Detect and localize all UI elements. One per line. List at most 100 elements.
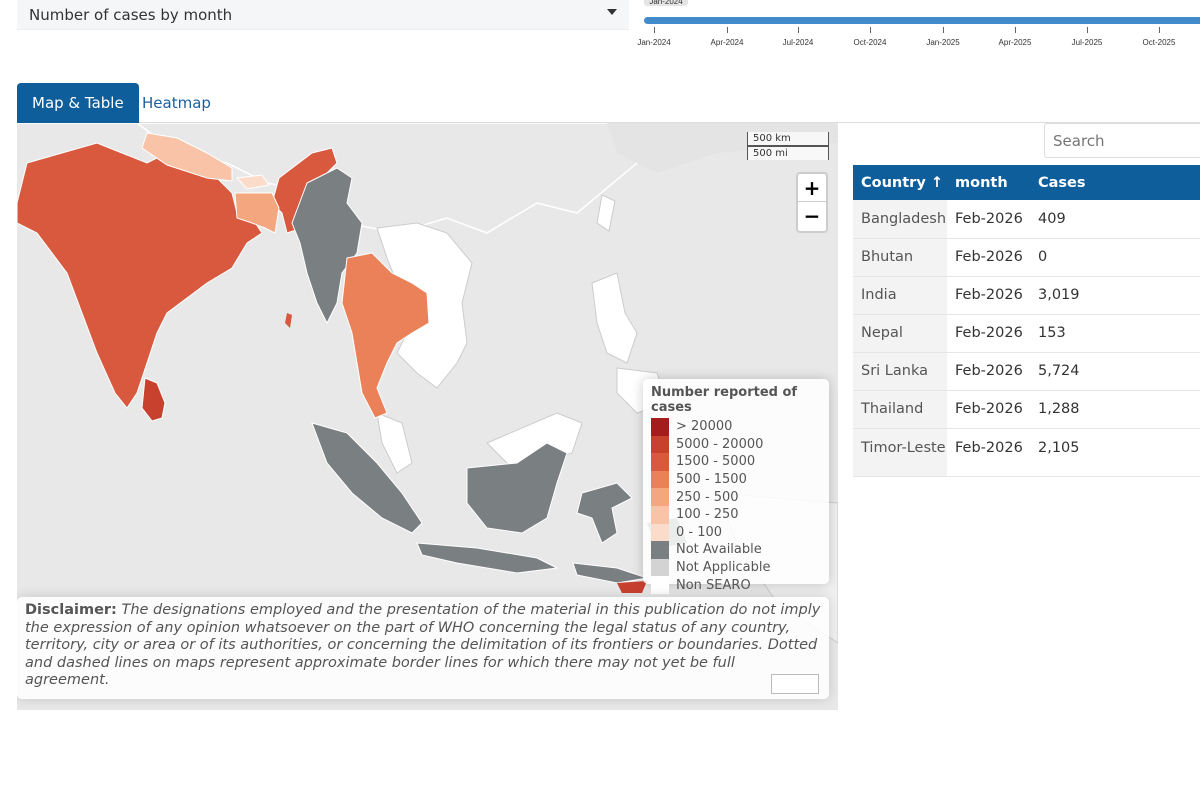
slider-tick	[727, 27, 728, 33]
legend-item: 500 - 1500	[651, 470, 821, 489]
map-panel[interactable]: 500 km 500 mi + − Number reported of cas…	[17, 123, 838, 710]
map-bangladesh[interactable]	[234, 192, 280, 234]
slider-tick	[1087, 27, 1088, 33]
cell-country: Bangladesh	[853, 200, 947, 239]
disclaimer-text: The designations employed and the presen…	[25, 602, 821, 688]
cell-month: Feb-2026	[947, 200, 1030, 239]
cell-month: Feb-2026	[947, 238, 1030, 277]
slider-tick	[943, 27, 944, 33]
cases-table: Country ↑ month Cases Bangladesh Feb-2026…	[853, 165, 1200, 477]
map-andaman	[285, 313, 292, 328]
legend-title: Number reported of cases	[651, 385, 798, 415]
slider-track[interactable]	[644, 17, 1200, 24]
scale-km: 500 km	[747, 132, 829, 146]
map-kalimantan[interactable]	[466, 442, 568, 534]
map-legend: Number reported of cases > 20000 5000 - 2…	[643, 379, 829, 594]
map-sri-lanka[interactable]	[141, 377, 166, 422]
table-row[interactable]: Bangladesh Feb-2026 409	[853, 200, 1200, 239]
cell-cases: 1,288	[1030, 390, 1200, 429]
legend-swatch	[651, 576, 669, 594]
map-india[interactable]	[17, 142, 263, 409]
legend-label: 250 - 500	[676, 489, 739, 505]
table-row[interactable]: Bhutan Feb-2026 0	[853, 238, 1200, 277]
slider-tick-label: Jan-2025	[926, 38, 960, 47]
cell-cases: 153	[1030, 314, 1200, 353]
slider-tick-label: Jul-2024	[782, 38, 814, 47]
zoom-out-button[interactable]: −	[803, 204, 821, 228]
table-search-input[interactable]	[1044, 123, 1200, 158]
map-bhutan[interactable]	[235, 174, 270, 190]
map-canvas[interactable]	[17, 123, 838, 710]
tab-heatmap[interactable]: Heatmap	[142, 94, 211, 112]
tab-map-table[interactable]: Map & Table	[17, 83, 139, 123]
cell-country: Sri Lanka	[853, 352, 947, 391]
map-sumatra[interactable]	[311, 422, 423, 534]
map-lesser-sunda[interactable]	[572, 562, 648, 584]
legend-item: > 20000	[651, 418, 821, 436]
slider-tick	[654, 27, 655, 33]
slider-tick-label: Apr-2024	[710, 38, 744, 47]
table-row[interactable]: Thailand Feb-2026 1,288	[853, 390, 1200, 429]
table-row[interactable]: India Feb-2026 3,019	[853, 276, 1200, 315]
map-sulawesi[interactable]	[576, 482, 633, 544]
cell-month: Feb-2026	[947, 276, 1030, 315]
map-taiwan	[596, 194, 616, 232]
slider-tick	[798, 27, 799, 33]
zoom-control: + −	[796, 172, 828, 233]
cell-cases: 0	[1030, 238, 1200, 277]
column-header-month[interactable]: month	[955, 174, 1008, 191]
legend-item: Non SEARO	[651, 576, 821, 594]
cell-country: Thailand	[853, 390, 947, 429]
disclaimer-label: Disclaimer:	[25, 602, 117, 618]
legend-item: 100 - 250	[651, 505, 821, 524]
map-malaysia-peninsula	[376, 412, 413, 474]
map-thailand[interactable]	[341, 252, 430, 419]
legend-label: 0 - 100	[676, 524, 723, 540]
map-myanmar[interactable]	[291, 167, 363, 325]
slider-handle-label[interactable]: Jan-2024	[644, 0, 688, 6]
map-timor-leste[interactable]	[617, 581, 647, 593]
legend-item: 5000 - 20000	[651, 435, 821, 454]
map-nepal[interactable]	[141, 132, 233, 182]
legend-swatch	[651, 470, 669, 489]
indicator-select[interactable]: Number of cases by month	[17, 0, 629, 30]
indicator-select-value: Number of cases by month	[29, 5, 233, 24]
time-slider[interactable]: Jan-2024 Jan-2024 Apr-2024 Jul-2024 Oct-…	[637, 0, 1200, 60]
legend-swatch	[651, 418, 669, 436]
legend-swatch	[651, 488, 669, 506]
cell-country: India	[853, 276, 947, 315]
legend-item: 250 - 500	[651, 488, 821, 506]
legend-label: 500 - 1500	[676, 472, 747, 488]
cell-country: Bhutan	[853, 238, 947, 277]
legend-label: Not Available	[676, 542, 762, 558]
column-header-cases[interactable]: Cases	[1038, 174, 1086, 191]
column-header-country[interactable]: Country ↑	[861, 174, 943, 191]
table-row[interactable]: Nepal Feb-2026 153	[853, 314, 1200, 353]
legend-swatch	[651, 523, 669, 542]
table-header-row: Country ↑ month Cases	[853, 165, 1200, 200]
zoom-in-button[interactable]: +	[798, 174, 826, 202]
legend-label: 100 - 250	[676, 507, 739, 523]
scale-bar: 500 km 500 mi	[747, 132, 829, 160]
table-row[interactable]: Sri Lanka Feb-2026 5,724	[853, 352, 1200, 391]
map-java[interactable]	[416, 542, 559, 574]
table-row[interactable]: Timor-Leste Feb-2026 2,105	[853, 428, 1200, 477]
legend-item: Not Applicable	[651, 558, 821, 577]
slider-tick	[1159, 27, 1160, 33]
slider-tick-label: Jan-2024	[637, 38, 671, 47]
legend-label: 5000 - 20000	[676, 436, 764, 452]
legend-item: Not Available	[651, 541, 821, 559]
slider-tick-label: Jul-2025	[1071, 38, 1103, 47]
slider-tick-label: Oct-2024	[853, 38, 887, 47]
legend-swatch	[651, 435, 669, 454]
cell-month: Feb-2026	[947, 352, 1030, 391]
disclaimer: Disclaimer: The designations employed an…	[17, 597, 829, 699]
cell-month: Feb-2026	[947, 390, 1030, 429]
slider-tick	[870, 27, 871, 33]
caret-down-icon	[607, 9, 617, 15]
cell-country: Timor-Leste	[853, 428, 947, 477]
legend-label: Not Applicable	[676, 560, 771, 576]
cell-cases: 409	[1030, 200, 1200, 239]
legend-label: Non SEARO	[676, 577, 751, 593]
slider-tick-label: Apr-2025	[998, 38, 1032, 47]
